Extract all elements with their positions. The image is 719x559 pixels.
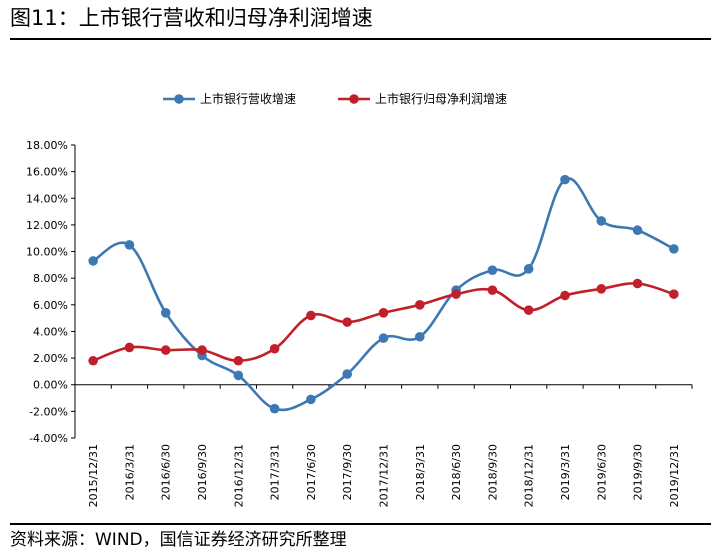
source-note: 资料来源：WIND，国信证券经济研究所整理	[10, 530, 347, 550]
x-tick-label: 2019/9/30	[632, 444, 645, 500]
x-tick-label: 2017/12/31	[378, 444, 391, 507]
data-point	[596, 216, 607, 226]
x-tick-label: 2017/9/30	[341, 444, 354, 500]
data-point	[124, 342, 135, 353]
series-line	[92, 177, 675, 412]
y-tick-label: 10.00%	[26, 246, 68, 259]
data-point	[632, 225, 643, 236]
data-point	[233, 355, 244, 366]
data-point	[487, 285, 498, 295]
data-point	[342, 369, 353, 379]
chart-series	[88, 174, 679, 414]
data-point	[669, 244, 679, 254]
series-1	[88, 174, 679, 414]
y-tick-label: -2.00%	[29, 405, 68, 418]
data-point	[414, 300, 425, 310]
top-rule	[10, 38, 711, 40]
data-point	[523, 264, 534, 274]
data-point	[269, 403, 280, 414]
data-point	[414, 331, 425, 342]
x-tick-label: 2018/9/30	[486, 444, 499, 500]
data-point	[523, 305, 534, 315]
legend-swatch-marker	[349, 94, 359, 104]
bottom-rule	[10, 523, 711, 525]
y-tick-label: 18.00%	[26, 139, 68, 152]
y-tick-label: 4.00%	[33, 325, 68, 338]
data-point	[596, 284, 607, 294]
series-line	[92, 282, 675, 363]
legend-item: 上市银行营收增速	[163, 91, 296, 106]
data-point	[306, 394, 316, 405]
x-tick-label: 2016/6/30	[160, 444, 173, 500]
legend-swatch-marker	[174, 94, 184, 104]
x-tick-label: 2018/3/31	[414, 444, 427, 500]
x-tick-label: 2019/12/31	[668, 444, 681, 507]
data-point	[451, 289, 461, 299]
data-point	[197, 345, 207, 355]
figure-title: 图11：上市银行营收和归母净利润增速	[10, 6, 373, 30]
x-tick-label: 2015/12/31	[87, 444, 100, 507]
y-tick-label: 12.00%	[26, 219, 68, 232]
x-tick-label: 2018/6/30	[450, 444, 463, 500]
data-point	[269, 343, 280, 354]
data-point	[632, 278, 643, 289]
y-tick-label: 2.00%	[33, 352, 68, 365]
data-point	[560, 174, 570, 185]
data-point	[306, 310, 316, 321]
x-tick-label: 2019/3/31	[559, 444, 572, 500]
x-tick-label: 2018/12/31	[523, 444, 536, 507]
data-point	[88, 355, 98, 366]
y-tick-label: 0.00%	[33, 379, 68, 392]
x-tick-label: 2017/6/30	[305, 444, 318, 500]
x-tick-label: 2016/12/31	[232, 444, 245, 507]
chart-axes: 18.00% 16.00% 14.00% 12.00% 10.00% 8.00% 6.00%…	[26, 139, 693, 507]
x-tick-label: 2017/3/31	[269, 444, 282, 500]
data-point	[560, 290, 570, 301]
x-tick-label: 2016/9/30	[196, 444, 209, 500]
line-chart: 上市银行营收增速 上市银行归母净利润增速 18.00% 16.00% 14.00% 12…	[26, 91, 693, 507]
legend-label: 上市银行归母净利润增速	[375, 91, 507, 106]
y-tick-label: -4.00%	[29, 432, 68, 445]
data-point	[160, 308, 171, 318]
y-tick-label: 8.00%	[33, 272, 68, 285]
x-tick-label: 2016/3/31	[123, 444, 136, 500]
data-point	[124, 240, 135, 250]
y-tick-label: 16.00%	[26, 166, 68, 179]
data-point	[233, 370, 244, 381]
data-point	[160, 345, 171, 355]
series-2	[88, 278, 679, 366]
x-tick-label: 2019/6/30	[595, 444, 608, 500]
data-point	[378, 333, 389, 343]
chart-legend: 上市银行营收增速 上市银行归母净利润增速	[163, 91, 507, 106]
data-point	[88, 256, 98, 266]
y-tick-label: 6.00%	[33, 299, 68, 312]
legend-label: 上市银行营收增速	[200, 91, 296, 106]
y-tick-label: 14.00%	[26, 192, 68, 205]
data-point	[342, 317, 353, 327]
legend-item: 上市银行归母净利润增速	[338, 91, 507, 106]
data-point	[378, 308, 389, 318]
data-point	[487, 265, 498, 275]
data-point	[669, 289, 679, 299]
